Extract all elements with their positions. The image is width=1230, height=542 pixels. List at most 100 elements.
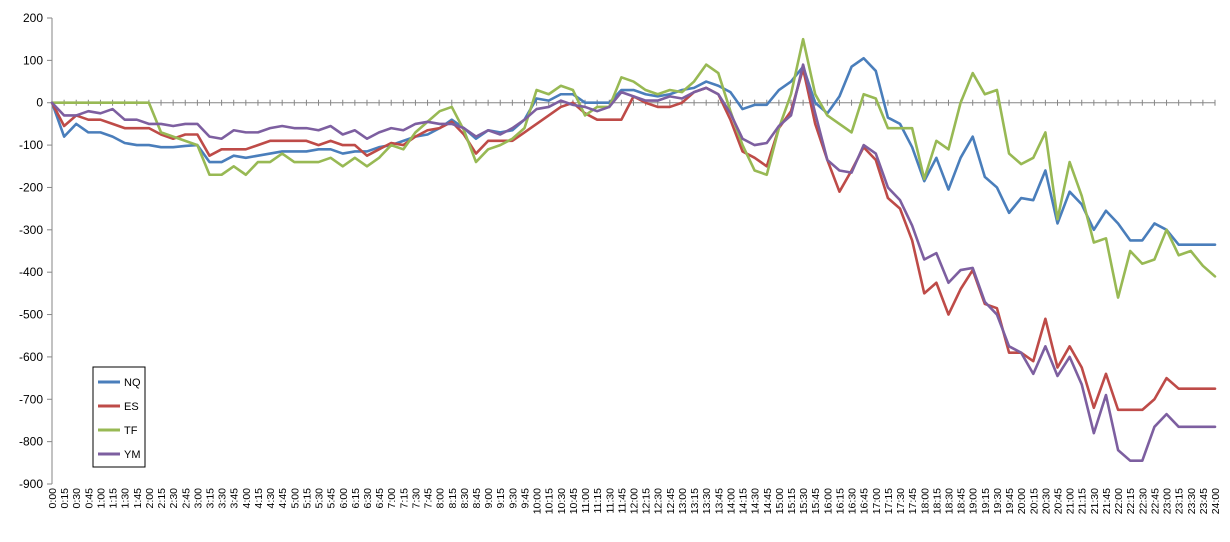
x-tick-label: 18:15 bbox=[931, 488, 943, 514]
x-tick-label: 7:45 bbox=[423, 488, 435, 509]
y-tick-label: 0 bbox=[36, 96, 43, 110]
x-tick-label: 3:30 bbox=[217, 488, 229, 509]
x-tick-label: 20:45 bbox=[1053, 488, 1065, 514]
x-tick-label: 9:15 bbox=[495, 488, 507, 509]
x-tick-label: 2:30 bbox=[168, 488, 180, 509]
series-line-ym bbox=[50, 63, 1217, 463]
x-tick-label: 23:15 bbox=[1174, 488, 1186, 514]
x-tick-label: 24:00 bbox=[1210, 488, 1222, 514]
legend-label-tf: TF bbox=[124, 425, 138, 437]
x-tick-label: 10:30 bbox=[556, 488, 568, 514]
x-tick-label: 16:15 bbox=[834, 488, 846, 514]
x-tick-label: 17:45 bbox=[907, 488, 919, 514]
x-tick-label: 9:45 bbox=[519, 488, 531, 509]
x-tick-label: 16:45 bbox=[859, 488, 871, 514]
x-tick-label: 15:45 bbox=[810, 488, 822, 514]
series-line-nq bbox=[50, 56, 1217, 246]
x-tick-label: 8:15 bbox=[447, 488, 459, 509]
x-tick-label: 21:15 bbox=[1077, 488, 1089, 514]
y-tick-label: -200 bbox=[19, 180, 43, 194]
x-tick-label: 18:30 bbox=[943, 488, 955, 514]
x-tick-label: 1:00 bbox=[95, 488, 107, 509]
legend-box bbox=[92, 366, 146, 468]
x-axis: 0:00 0:15 0:30 0:45 1:00 1:15 1:30 1:45 2:00 2:15… bbox=[47, 99, 1222, 514]
x-tick-label: 5:15 bbox=[301, 488, 313, 509]
x-tick-label: 12:00 bbox=[629, 488, 641, 514]
y-tick-label: -800 bbox=[19, 435, 43, 449]
x-tick-label: 21:45 bbox=[1101, 488, 1113, 514]
x-tick-label: 20:00 bbox=[1016, 488, 1028, 514]
series-line-tf bbox=[50, 37, 1217, 299]
series-lines bbox=[50, 37, 1217, 463]
x-tick-label: 22:15 bbox=[1125, 488, 1137, 514]
y-tick-label: 100 bbox=[23, 53, 43, 67]
x-tick-label: 23:45 bbox=[1198, 488, 1210, 514]
x-tick-label: 9:30 bbox=[507, 488, 519, 509]
x-tick-label: 9:00 bbox=[483, 488, 495, 509]
x-tick-label: 11:00 bbox=[580, 488, 592, 514]
y-tick-label: -300 bbox=[19, 223, 43, 237]
x-tick-label: 15:30 bbox=[798, 488, 810, 514]
x-tick-label: 8:30 bbox=[459, 488, 471, 509]
x-tick-label: 16:30 bbox=[847, 488, 859, 514]
x-tick-label: 1:45 bbox=[132, 488, 144, 509]
x-tick-label: 19:45 bbox=[1004, 488, 1016, 514]
x-tick-label: 11:45 bbox=[616, 488, 628, 514]
x-tick-label: 12:45 bbox=[665, 488, 677, 514]
x-tick-label: 7:00 bbox=[386, 488, 398, 509]
y-tick-label: -500 bbox=[19, 308, 43, 322]
x-tick-label: 2:00 bbox=[144, 488, 156, 509]
x-tick-label: 6:45 bbox=[374, 488, 386, 509]
x-tick-label: 12:30 bbox=[653, 488, 665, 514]
x-tick-label: 13:30 bbox=[701, 488, 713, 514]
x-tick-label: 0:45 bbox=[83, 488, 95, 509]
x-tick-label: 6:30 bbox=[362, 488, 374, 509]
x-tick-label: 4:45 bbox=[277, 488, 289, 509]
x-tick-label: 10:15 bbox=[544, 488, 556, 514]
legend: NQ ES TF YM bbox=[92, 366, 146, 468]
x-tick-label: 23:00 bbox=[1162, 488, 1174, 514]
x-tick-label: 3:45 bbox=[229, 488, 241, 509]
y-axis: 200 100 0 -100 -200 -300 -400 -500 -600 -700 -800 -… bbox=[19, 11, 53, 491]
x-tick-label: 17:00 bbox=[871, 488, 883, 514]
x-tick-label: 17:15 bbox=[883, 488, 895, 514]
x-tick-label: 23:30 bbox=[1186, 488, 1198, 514]
x-tick-label: 12:15 bbox=[641, 488, 653, 514]
x-tick-label: 0:00 bbox=[47, 488, 59, 509]
x-tick-label: 7:30 bbox=[410, 488, 422, 509]
x-tick-label: 13:45 bbox=[713, 488, 725, 514]
x-tick-label: 6:00 bbox=[338, 488, 350, 509]
x-tick-label: 22:30 bbox=[1137, 488, 1149, 514]
x-tick-label: 8:45 bbox=[471, 488, 483, 509]
x-tick-label: 5:00 bbox=[289, 488, 301, 509]
x-tick-label: 14:30 bbox=[750, 488, 762, 514]
y-tick-label: -700 bbox=[19, 392, 43, 406]
legend-label-nq: NQ bbox=[124, 377, 141, 389]
x-tick-label: 7:15 bbox=[398, 488, 410, 509]
y-tick-label: -400 bbox=[19, 265, 43, 279]
x-tick-label: 1:30 bbox=[120, 488, 132, 509]
x-tick-label: 11:30 bbox=[604, 488, 616, 514]
x-tick-label: 13:15 bbox=[689, 488, 701, 514]
x-tick-label: 1:15 bbox=[108, 488, 120, 509]
x-tick-label: 14:00 bbox=[725, 488, 737, 514]
x-tick-label: 21:00 bbox=[1065, 488, 1077, 514]
x-tick-label: 11:15 bbox=[592, 488, 604, 514]
x-tick-label: 8:00 bbox=[435, 488, 447, 509]
x-tick-label: 21:30 bbox=[1089, 488, 1101, 514]
y-tick-label: -600 bbox=[19, 350, 43, 364]
x-tick-label: 3:00 bbox=[192, 488, 204, 509]
legend-label-es: ES bbox=[124, 401, 139, 413]
x-tick-label: 5:30 bbox=[314, 488, 326, 509]
x-tick-label: 18:00 bbox=[919, 488, 931, 514]
x-tick-label: 4:30 bbox=[265, 488, 277, 509]
x-tick-label: 0:15 bbox=[59, 488, 71, 509]
x-tick-label: 16:00 bbox=[822, 488, 834, 514]
x-tick-label: 17:30 bbox=[895, 488, 907, 514]
x-tick-label: 2:45 bbox=[180, 488, 192, 509]
x-tick-label: 4:15 bbox=[253, 488, 265, 509]
legend-label-ym: YM bbox=[124, 449, 141, 461]
x-tick-label: 0:30 bbox=[71, 488, 83, 509]
x-tick-label: 4:00 bbox=[241, 488, 253, 509]
